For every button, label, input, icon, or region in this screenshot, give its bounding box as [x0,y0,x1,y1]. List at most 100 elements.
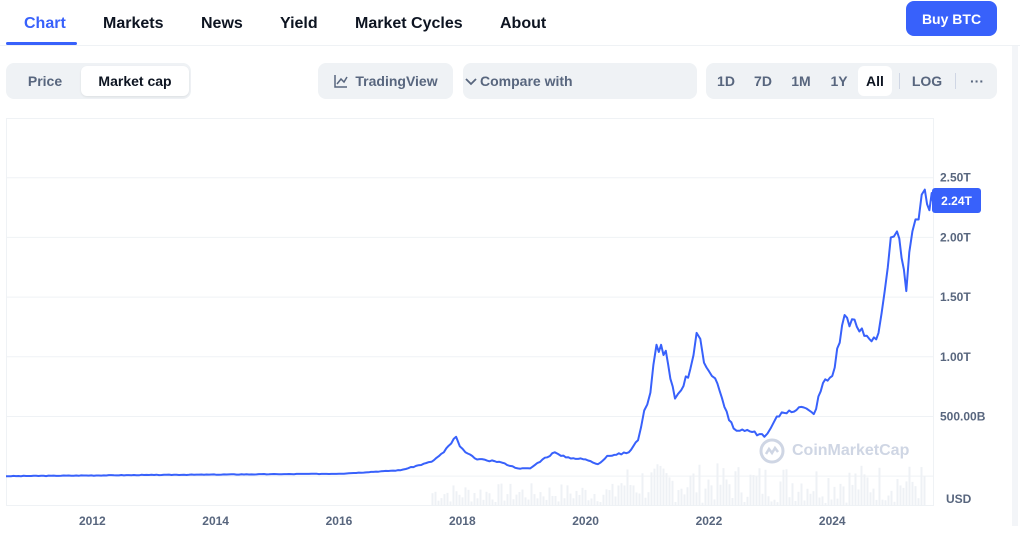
volume-bar [743,502,746,506]
volume-bar [857,489,860,506]
volume-bar [476,498,479,506]
x-tick-label: 2012 [79,514,106,528]
volume-bar [539,492,542,506]
volume-bar [827,478,830,506]
range-all[interactable]: All [858,66,892,96]
tradingview-label: TradingView [355,73,438,89]
volume-bar [560,484,563,506]
time-range-selector: 1D 7D 1M 1Y All LOG ··· [706,63,997,99]
volume-bar [689,475,692,506]
market-cap-line [6,188,935,478]
volume-bar [791,483,794,506]
volume-bar [839,483,842,506]
tab-markets[interactable]: Markets [103,15,164,32]
range-1m[interactable]: 1M [791,73,811,89]
volume-bar [455,491,458,506]
current-value-tag: 2.24T [932,188,981,213]
compare-with-select[interactable]: Compare with [463,63,697,99]
volume-bar [668,477,671,506]
volume-bar [773,499,776,506]
tab-chart[interactable]: Chart [24,15,66,32]
volume-bar [581,487,584,506]
volume-bar [749,474,752,506]
watermark-text: CoinMarketCap [792,442,910,459]
volume-bar [530,483,533,506]
volume-bar [593,493,596,506]
tab-yield[interactable]: Yield [280,15,318,32]
compare-with-label: Compare with [480,73,573,89]
volume-bar [587,500,590,506]
log-toggle[interactable]: LOG [911,73,943,89]
volume-bar [698,464,701,506]
volume-bar [737,467,740,506]
tradingview-button[interactable]: TradingView [318,63,453,99]
tab-market-cycles[interactable]: Market Cycles [355,15,463,32]
volume-bar [557,501,560,506]
volume-bar [710,485,713,506]
volume-bar [572,498,575,506]
range-divider [899,73,900,89]
volume-bar [914,486,917,506]
volume-bar [611,483,614,506]
volume-bar [533,494,536,506]
volume-bar [899,485,902,506]
volume-bar [770,501,773,506]
volume-bar [845,502,848,506]
active-tab-indicator [6,42,77,45]
volume-bar [866,477,869,506]
chart-svg: 500.00B 1.00T 1.50T 2.00T 2.50T 2012 2014 2016… [6,171,986,528]
volume-bar [614,496,617,506]
volume-bar [491,499,494,506]
volume-bar [563,498,566,506]
volume-bar [485,491,488,506]
volume-bar [800,483,803,506]
volume-bar [701,502,704,506]
volume-bar [725,479,728,506]
volume-bar [884,500,887,506]
volume-bar [509,483,512,506]
more-options-button[interactable]: ··· [970,73,984,89]
volume-bar [461,497,464,506]
x-tick-label: 2020 [572,514,599,528]
buy-btc-button[interactable]: Buy BTC [906,1,997,36]
coinmarketcap-logo-icon [759,438,785,464]
volume-bar [605,489,608,506]
volume-bar [671,480,674,506]
y-tick-label: 2.00T [940,230,971,244]
volume-bar [566,485,569,506]
volume-bar [650,472,653,506]
price-option[interactable]: Price [27,73,63,89]
range-1y[interactable]: 1Y [830,73,848,89]
volume-bar [851,484,854,506]
volume-bar [815,471,818,506]
volume-bar [584,489,587,506]
volume-bar [437,500,440,506]
volume-bar [869,492,872,506]
x-tick-label: 2014 [202,514,229,528]
market-cap-option[interactable]: Market cap [81,66,189,96]
volume-bar [596,501,599,506]
volume-bar [665,473,668,506]
volume-bar [818,497,821,506]
range-1d[interactable]: 1D [717,73,735,89]
volume-bar [842,486,845,506]
volume-bar [635,492,638,506]
market-cap-chart[interactable]: 500.00B 1.00T 1.50T 2.00T 2.50T 2012 2014 2016… [6,118,1020,533]
volume-bar [500,483,503,506]
volume-bar [863,474,866,506]
chevron-down-icon [465,78,477,86]
scrollbar[interactable] [1012,46,1018,526]
y-tick-label: 1.50T [940,290,971,304]
range-7d[interactable]: 7D [754,73,772,89]
volume-bar [632,485,635,506]
volume-bar [641,473,644,506]
y-tick-label: 500.00B [940,409,986,423]
tab-news[interactable]: News [201,15,243,32]
tab-about[interactable]: About [500,15,547,32]
volume-bar [860,465,863,506]
chart-plot-area [6,118,934,506]
volume-bar [893,501,896,506]
volume-bar [638,493,641,506]
volume-bar [911,481,914,506]
volume-bar [674,502,677,506]
